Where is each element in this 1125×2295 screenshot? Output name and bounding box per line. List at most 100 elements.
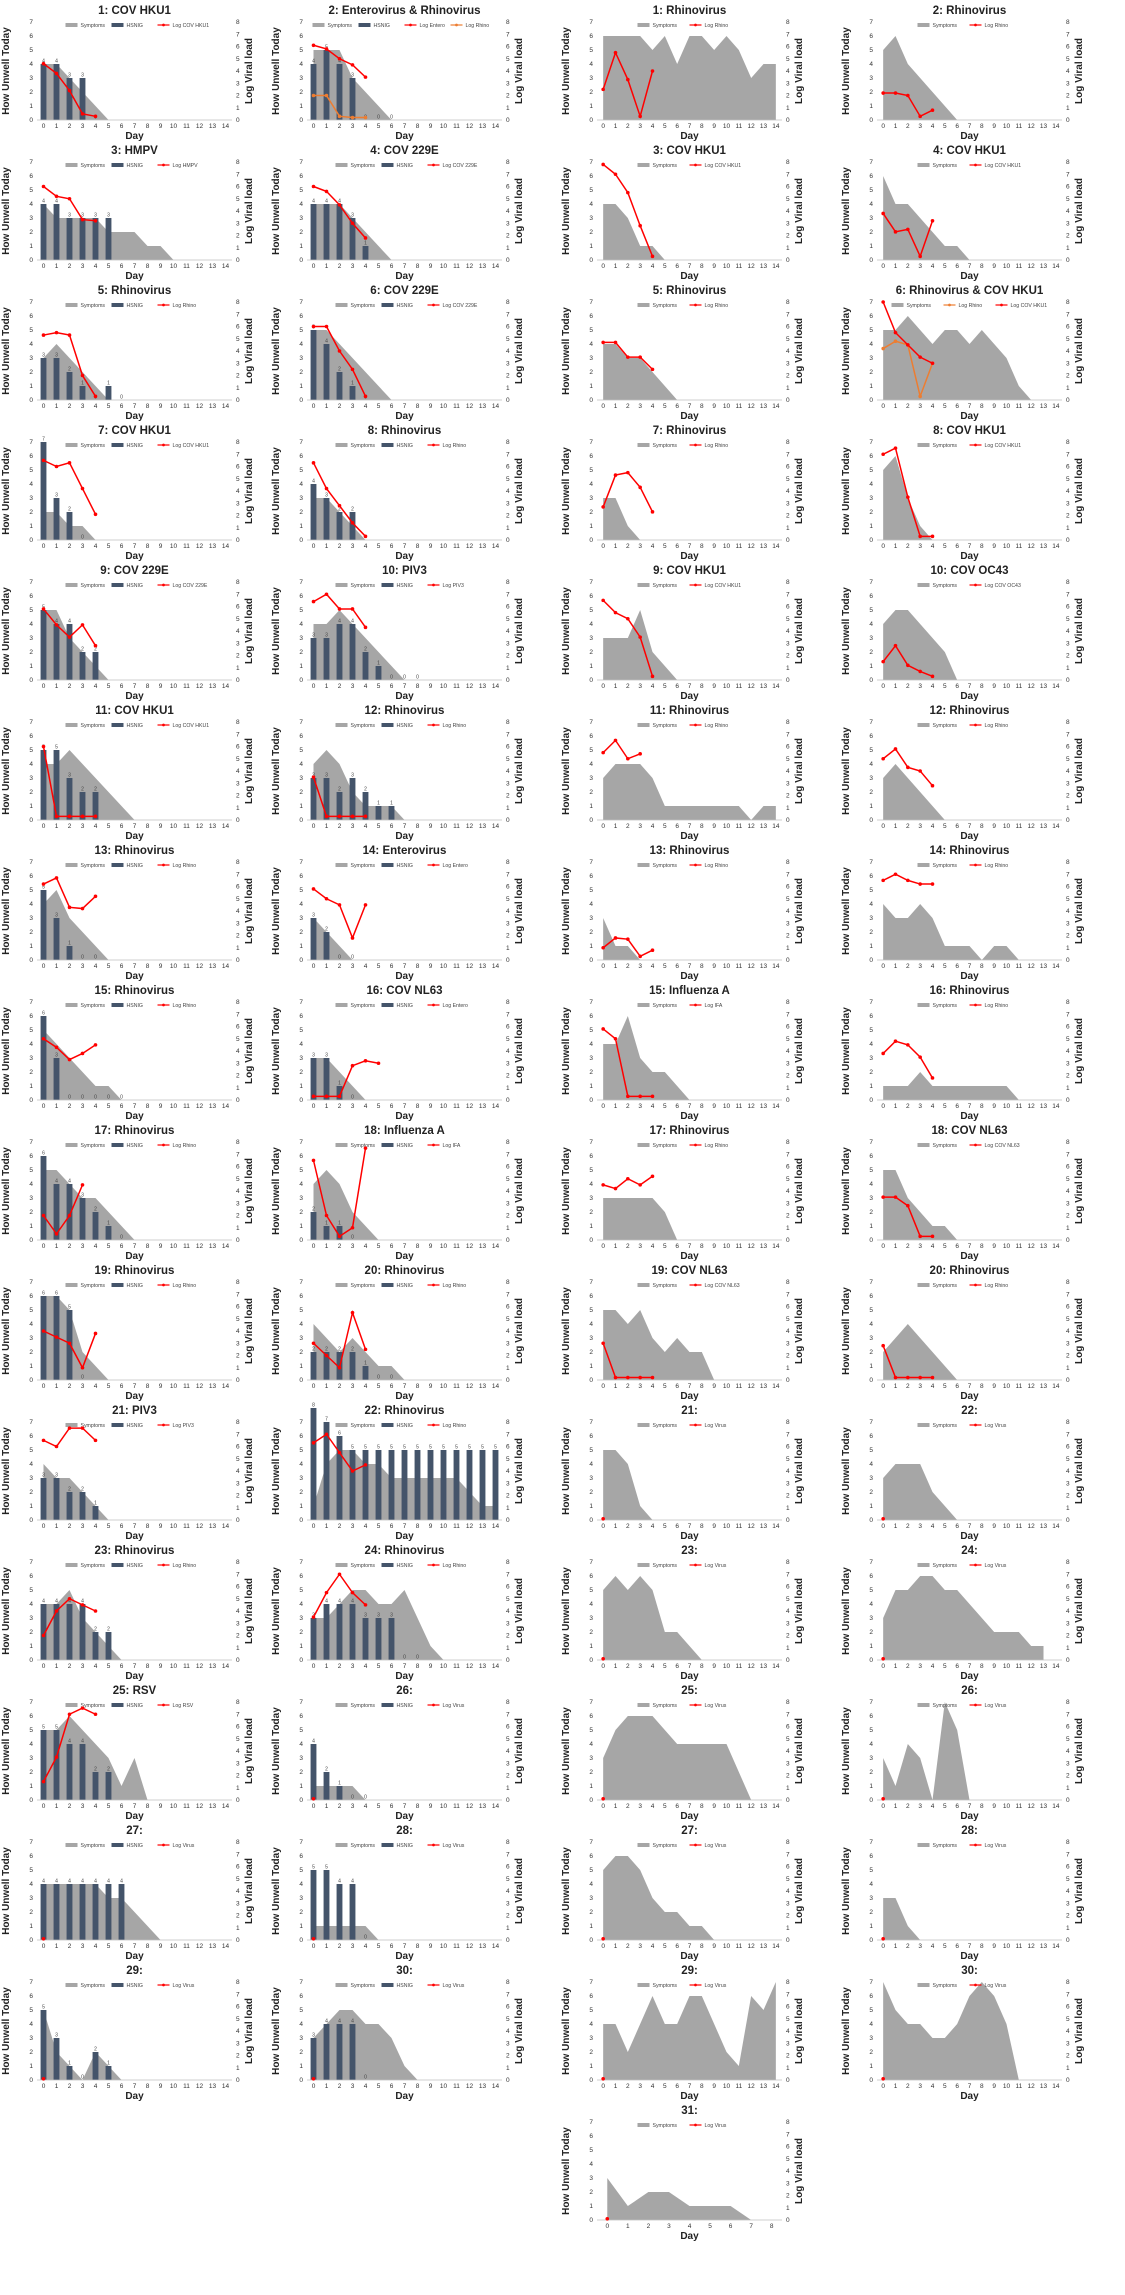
- y-left-tick-label: 2: [299, 1209, 303, 1216]
- y-right-tick-label: 4: [786, 1328, 790, 1335]
- y-right-tick-label: 8: [236, 1419, 240, 1426]
- x-tick-label: 12: [196, 683, 204, 690]
- hsnig-data-label: 0: [351, 1795, 354, 1801]
- x-tick-label: 7: [688, 403, 692, 410]
- y-right-tick-label: 7: [786, 1991, 790, 1998]
- x-tick-label: 2: [906, 263, 910, 270]
- virus-load-point: [311, 775, 316, 779]
- y-left-tick-label: 5: [299, 467, 303, 474]
- y-left-tick-label: 0: [299, 397, 303, 404]
- x-tick-label: 7: [688, 1103, 692, 1110]
- y-right-axis-title: Log Viral load: [244, 1158, 255, 1224]
- x-tick-label: 14: [222, 823, 230, 830]
- y-left-tick-label: 5: [29, 747, 33, 754]
- virus-load-point: [605, 2216, 610, 2221]
- legend-swatch: [111, 1423, 124, 1427]
- symptoms-area: [883, 316, 1032, 400]
- legend-label: HSNIG: [397, 443, 413, 449]
- symptoms-area: [43, 1884, 161, 1940]
- virus-load-point: [324, 1094, 329, 1099]
- hsnig-bar: [105, 218, 112, 260]
- symptoms-area: [43, 2010, 122, 2080]
- y-left-tick-label: 4: [869, 1181, 873, 1188]
- x-tick-label: 10: [440, 403, 448, 410]
- x-tick-label: 4: [94, 543, 98, 550]
- x-tick-label: 9: [712, 1663, 716, 1670]
- y-right-tick-label: 8: [786, 579, 790, 586]
- virus-load-point: [350, 1590, 355, 1595]
- y-left-tick-label: 7: [869, 1979, 873, 1986]
- y-right-axis-title: Log Viral load: [1074, 1158, 1085, 1224]
- legend-marker: [694, 163, 697, 167]
- x-tick-label: 6: [675, 963, 679, 970]
- y-right-tick-label: 1: [236, 245, 240, 252]
- y-right-tick-label: 8: [1066, 1279, 1070, 1286]
- chart-title: 21:: [681, 1405, 698, 1417]
- y-left-tick-label: 7: [29, 299, 33, 306]
- x-tick-label: 5: [377, 1943, 381, 1950]
- x-tick-label: 4: [931, 683, 935, 690]
- x-tick-label: 4: [651, 1523, 655, 1530]
- x-tick-label: 0: [601, 683, 605, 690]
- x-tick-label: 5: [377, 963, 381, 970]
- y-left-axis-title: How Unwell Today: [561, 587, 572, 675]
- x-tick-label: 9: [712, 963, 716, 970]
- x-tick-label: 12: [748, 543, 756, 550]
- x-tick-label: 3: [638, 1243, 642, 1250]
- y-left-tick-label: 3: [869, 215, 873, 222]
- y-right-tick-label: 1: [506, 1925, 510, 1932]
- y-left-tick-label: 4: [589, 61, 593, 68]
- hsnig-data-label: 3: [55, 353, 58, 359]
- y-right-tick-label: 7: [1066, 1711, 1070, 1718]
- hsnig-data-label: 5: [55, 1725, 58, 1731]
- x-tick-label: 14: [1052, 123, 1060, 130]
- x-tick-label: 5: [107, 963, 111, 970]
- virus-load-point: [893, 230, 898, 234]
- virus-load-point: [54, 71, 59, 76]
- y-right-tick-label: 2: [506, 933, 510, 940]
- x-tick-label: 2: [68, 1383, 72, 1390]
- x-tick-label: 12: [748, 1103, 756, 1110]
- y-right-axis-title: Log Viral load: [244, 1018, 255, 1084]
- x-tick-label: 5: [377, 1663, 381, 1670]
- y-left-tick-label: 3: [869, 635, 873, 642]
- y-left-tick-label: 7: [29, 439, 33, 446]
- virus-load-point: [54, 1609, 59, 1613]
- x-tick-label: 8: [980, 1803, 984, 1810]
- chart-title: 3: HMPV: [111, 145, 158, 157]
- y-left-tick-label: 4: [29, 1181, 33, 1188]
- x-tick-label: 1: [894, 1803, 898, 1810]
- legend-marker: [162, 1003, 165, 1007]
- hsnig-bar: [323, 1352, 330, 1380]
- legend-label: Symptoms: [351, 1983, 376, 1989]
- x-tick-label: 6: [120, 683, 124, 690]
- x-tick-label: 0: [312, 1943, 316, 1950]
- x-tick-label: 6: [675, 1803, 679, 1810]
- y-left-tick-label: 7: [869, 1559, 873, 1566]
- legend-label: Log Rhino: [173, 1283, 197, 1289]
- virus-load-point: [93, 219, 98, 223]
- x-tick-label: 13: [209, 1943, 217, 1950]
- y-left-tick-label: 0: [589, 2217, 593, 2224]
- y-right-tick-label: 4: [786, 908, 790, 915]
- y-left-tick-label: 2: [299, 1629, 303, 1636]
- y-right-tick-label: 4: [236, 768, 240, 775]
- x-tick-label: 11: [183, 963, 190, 970]
- x-tick-label: 5: [943, 2083, 947, 2090]
- legend-label: HSNIG: [397, 1143, 413, 1149]
- x-tick-label: 10: [1003, 823, 1011, 830]
- x-tick-label: 4: [94, 1103, 98, 1110]
- y-right-tick-label: 0: [506, 117, 510, 124]
- y-left-tick-label: 2: [589, 1909, 593, 1916]
- x-tick-label: 7: [968, 1243, 972, 1250]
- virus-load-point: [324, 93, 329, 98]
- x-tick-label: 2: [68, 1103, 72, 1110]
- x-tick-label: 5: [943, 1523, 947, 1530]
- y-left-tick-label: 6: [589, 33, 593, 40]
- y-left-tick-label: 4: [299, 1041, 303, 1048]
- y-right-tick-label: 0: [1066, 957, 1070, 964]
- y-left-axis-title: How Unwell Today: [271, 1147, 282, 1235]
- x-tick-label: 10: [170, 123, 178, 130]
- y-left-tick-label: 3: [299, 1475, 303, 1482]
- y-right-tick-label: 4: [1066, 1468, 1070, 1475]
